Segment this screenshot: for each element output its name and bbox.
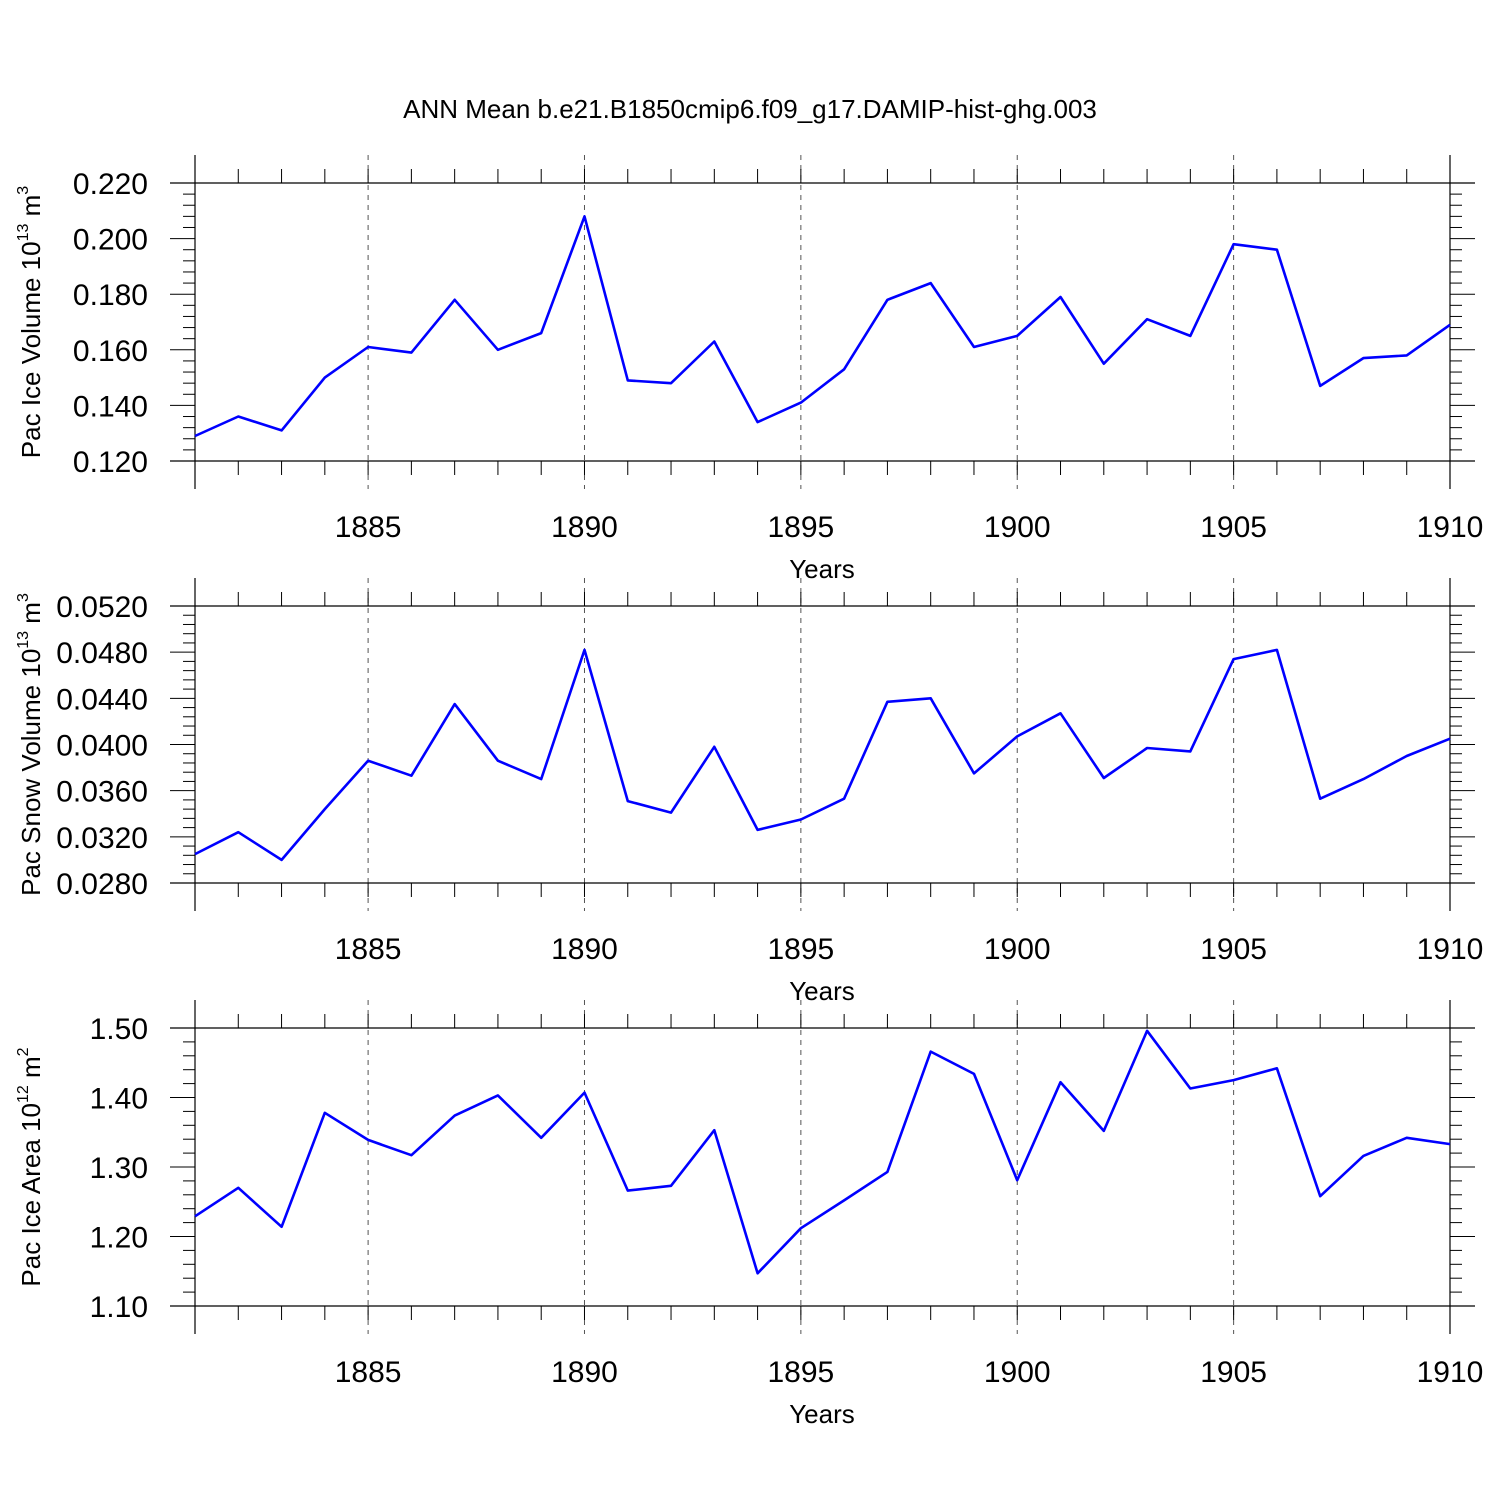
panel-1-y-tick-label: 0.200 bbox=[73, 224, 148, 257]
panel-2-y-tick-label: 0.0440 bbox=[56, 683, 148, 716]
panel-1-y-tick-label: 0.180 bbox=[73, 279, 148, 312]
panel-3-y-tick-label: 1.10 bbox=[90, 1291, 148, 1324]
panel-3-x-tick-label: 1910 bbox=[1417, 1356, 1484, 1389]
panel-3-y-axis-label: Pac Ice Area 1012 m2 bbox=[15, 1047, 46, 1286]
panel-3-x-tick-label: 1905 bbox=[1200, 1356, 1267, 1389]
panel-2-y-tick-label: 0.0520 bbox=[56, 591, 148, 624]
panel-2-y-tick-label: 0.0360 bbox=[56, 776, 148, 809]
panel-2-x-tick-label: 1890 bbox=[551, 933, 618, 966]
chart-title: ANN Mean b.e21.B1850cmip6.f09_g17.DAMIP-… bbox=[403, 94, 1097, 124]
panel-2-y-tick-label: 0.0280 bbox=[56, 868, 148, 901]
panel-1-x-tick-label: 1905 bbox=[1200, 511, 1267, 544]
panel-3-x-tick-label: 1895 bbox=[767, 1356, 834, 1389]
panel-1-x-tick-label: 1895 bbox=[767, 511, 834, 544]
panel-1-y-tick-label: 0.140 bbox=[73, 390, 148, 423]
panel-2-series-line bbox=[194, 648, 1451, 862]
panel-2-y-tick-label: 0.0320 bbox=[56, 822, 148, 855]
panel-1-x-tick-label: 1885 bbox=[335, 511, 402, 544]
panel-1-y-tick-label: 0.120 bbox=[73, 446, 148, 479]
panel-2-y-tick-label: 0.0400 bbox=[56, 730, 148, 763]
panel-2-x-tick-label: 1900 bbox=[984, 933, 1051, 966]
panel-3-x-axis-label: Years bbox=[789, 1399, 855, 1429]
panel-1-x-axis-label: Years bbox=[789, 554, 855, 584]
panel-2-x-tick-label: 1895 bbox=[767, 933, 834, 966]
panel-3-y-tick-label: 1.20 bbox=[90, 1222, 148, 1255]
panel-1-y-axis-label: Pac Ice Volume 1013 m3 bbox=[15, 186, 46, 459]
panel-3-x-tick-label: 1900 bbox=[984, 1356, 1051, 1389]
panel-2-y-axis-label: Pac Snow Volume 1013 m3 bbox=[15, 593, 46, 896]
panel-1-x-tick-label: 1910 bbox=[1417, 511, 1484, 544]
panel-3-x-tick-label: 1885 bbox=[335, 1356, 402, 1389]
panel-3-y-tick-label: 1.50 bbox=[90, 1013, 148, 1046]
panel-3-x-tick-label: 1890 bbox=[551, 1356, 618, 1389]
panel-2-y-tick-label: 0.0480 bbox=[56, 637, 148, 670]
panel-2-x-tick-label: 1905 bbox=[1200, 933, 1267, 966]
panel-1-x-tick-label: 1890 bbox=[551, 511, 618, 544]
panel-3-y-tick-label: 1.30 bbox=[90, 1152, 148, 1185]
panel-3-y-tick-label: 1.40 bbox=[90, 1083, 148, 1116]
panel-1-y-tick-label: 0.220 bbox=[73, 168, 148, 201]
panel-1-y-tick-label: 0.160 bbox=[73, 335, 148, 368]
panel-1-series-line bbox=[194, 215, 1451, 438]
panel-3-series-line bbox=[194, 1029, 1451, 1275]
panel-1-x-tick-label: 1900 bbox=[984, 511, 1051, 544]
panel-2-x-tick-label: 1910 bbox=[1417, 933, 1484, 966]
panel-2-x-tick-label: 1885 bbox=[335, 933, 402, 966]
panel-2-x-axis-label: Years bbox=[789, 976, 855, 1006]
